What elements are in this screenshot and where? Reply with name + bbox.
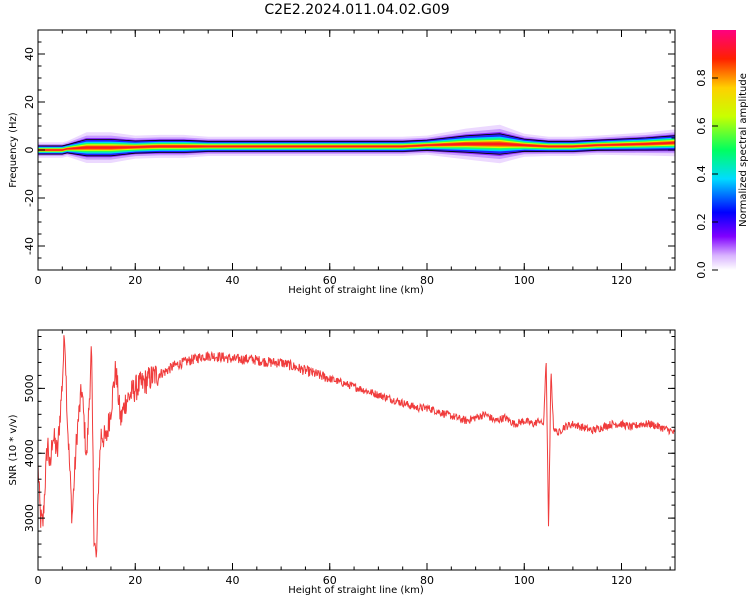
y-tick-label: 3000: [23, 504, 36, 532]
snr-xlabel: Height of straight line (km): [288, 585, 424, 596]
x-tick-label: 0: [35, 574, 42, 587]
snr-panel: 0 20 40 60 80 100 120 3000 4000 5000 Height of st…: [8, 329, 676, 596]
x-tick-label: 100: [514, 574, 535, 587]
y-tick-label: 0: [23, 147, 36, 154]
y-tick-label: 4000: [23, 439, 36, 467]
figure-title: C2E2.2024.011.04.02.G09: [264, 2, 449, 18]
colorbar-tick-label: 0.6: [695, 117, 708, 135]
x-tick-label: 0: [35, 274, 42, 287]
colorbar-gradient: [712, 30, 736, 270]
y-tick-label: 5000: [23, 374, 36, 402]
snr-ylabel: SNR (10 * v/v): [8, 414, 19, 485]
ridge-outline: [38, 133, 675, 157]
x-tick-label: 60: [323, 274, 337, 287]
x-tick-label: 20: [128, 574, 142, 587]
spectral-band-8: [38, 141, 675, 151]
spectrogram-xlabel: Height of straight line (km): [288, 285, 424, 296]
colorbar-tick-label: 0.2: [695, 213, 708, 231]
y-tick-label: -20: [23, 189, 36, 207]
colorbar-tick-label: 0.4: [695, 165, 708, 183]
snr-frame: [37, 329, 676, 571]
x-tick-label: 60: [323, 574, 337, 587]
x-tick-label: 100: [514, 274, 535, 287]
colorbar-tick-label: 0.0: [695, 261, 708, 279]
x-tick-label: 40: [226, 274, 240, 287]
y-tick-label: -40: [23, 237, 36, 255]
snr-series-line: [38, 335, 675, 558]
colorbar: 0.0 0.2 0.4 0.6 0.8 Normalized spectral ampl…: [695, 30, 749, 279]
spectrogram-ticks: 0 20 40 60 80 100 120 -40 -20 0 20 40: [23, 29, 675, 287]
colorbar-label: Normalized spectral amplitude: [738, 73, 749, 227]
x-tick-label: 80: [420, 574, 434, 587]
spectrogram-ridge: [38, 124, 675, 164]
x-tick-label: 80: [420, 274, 434, 287]
spectrogram-ylabel: Frequency (Hz): [8, 112, 19, 188]
snr-ticks: 0 20 40 60 80 100 120 3000 4000 5000: [23, 330, 675, 587]
y-tick-label: 40: [23, 47, 36, 61]
colorbar-tick-label: 0.8: [695, 69, 708, 87]
x-tick-label: 120: [611, 574, 632, 587]
x-tick-label: 40: [226, 574, 240, 587]
x-tick-label: 120: [611, 274, 632, 287]
spectrogram-panel: 0 20 40 60 80 100 120 -40 -20 0 20 40 Height of str…: [8, 29, 676, 296]
x-tick-label: 20: [128, 274, 142, 287]
y-tick-label: 20: [23, 95, 36, 109]
colorbar-ticks: 0.0 0.2 0.4 0.6 0.8: [695, 69, 718, 279]
